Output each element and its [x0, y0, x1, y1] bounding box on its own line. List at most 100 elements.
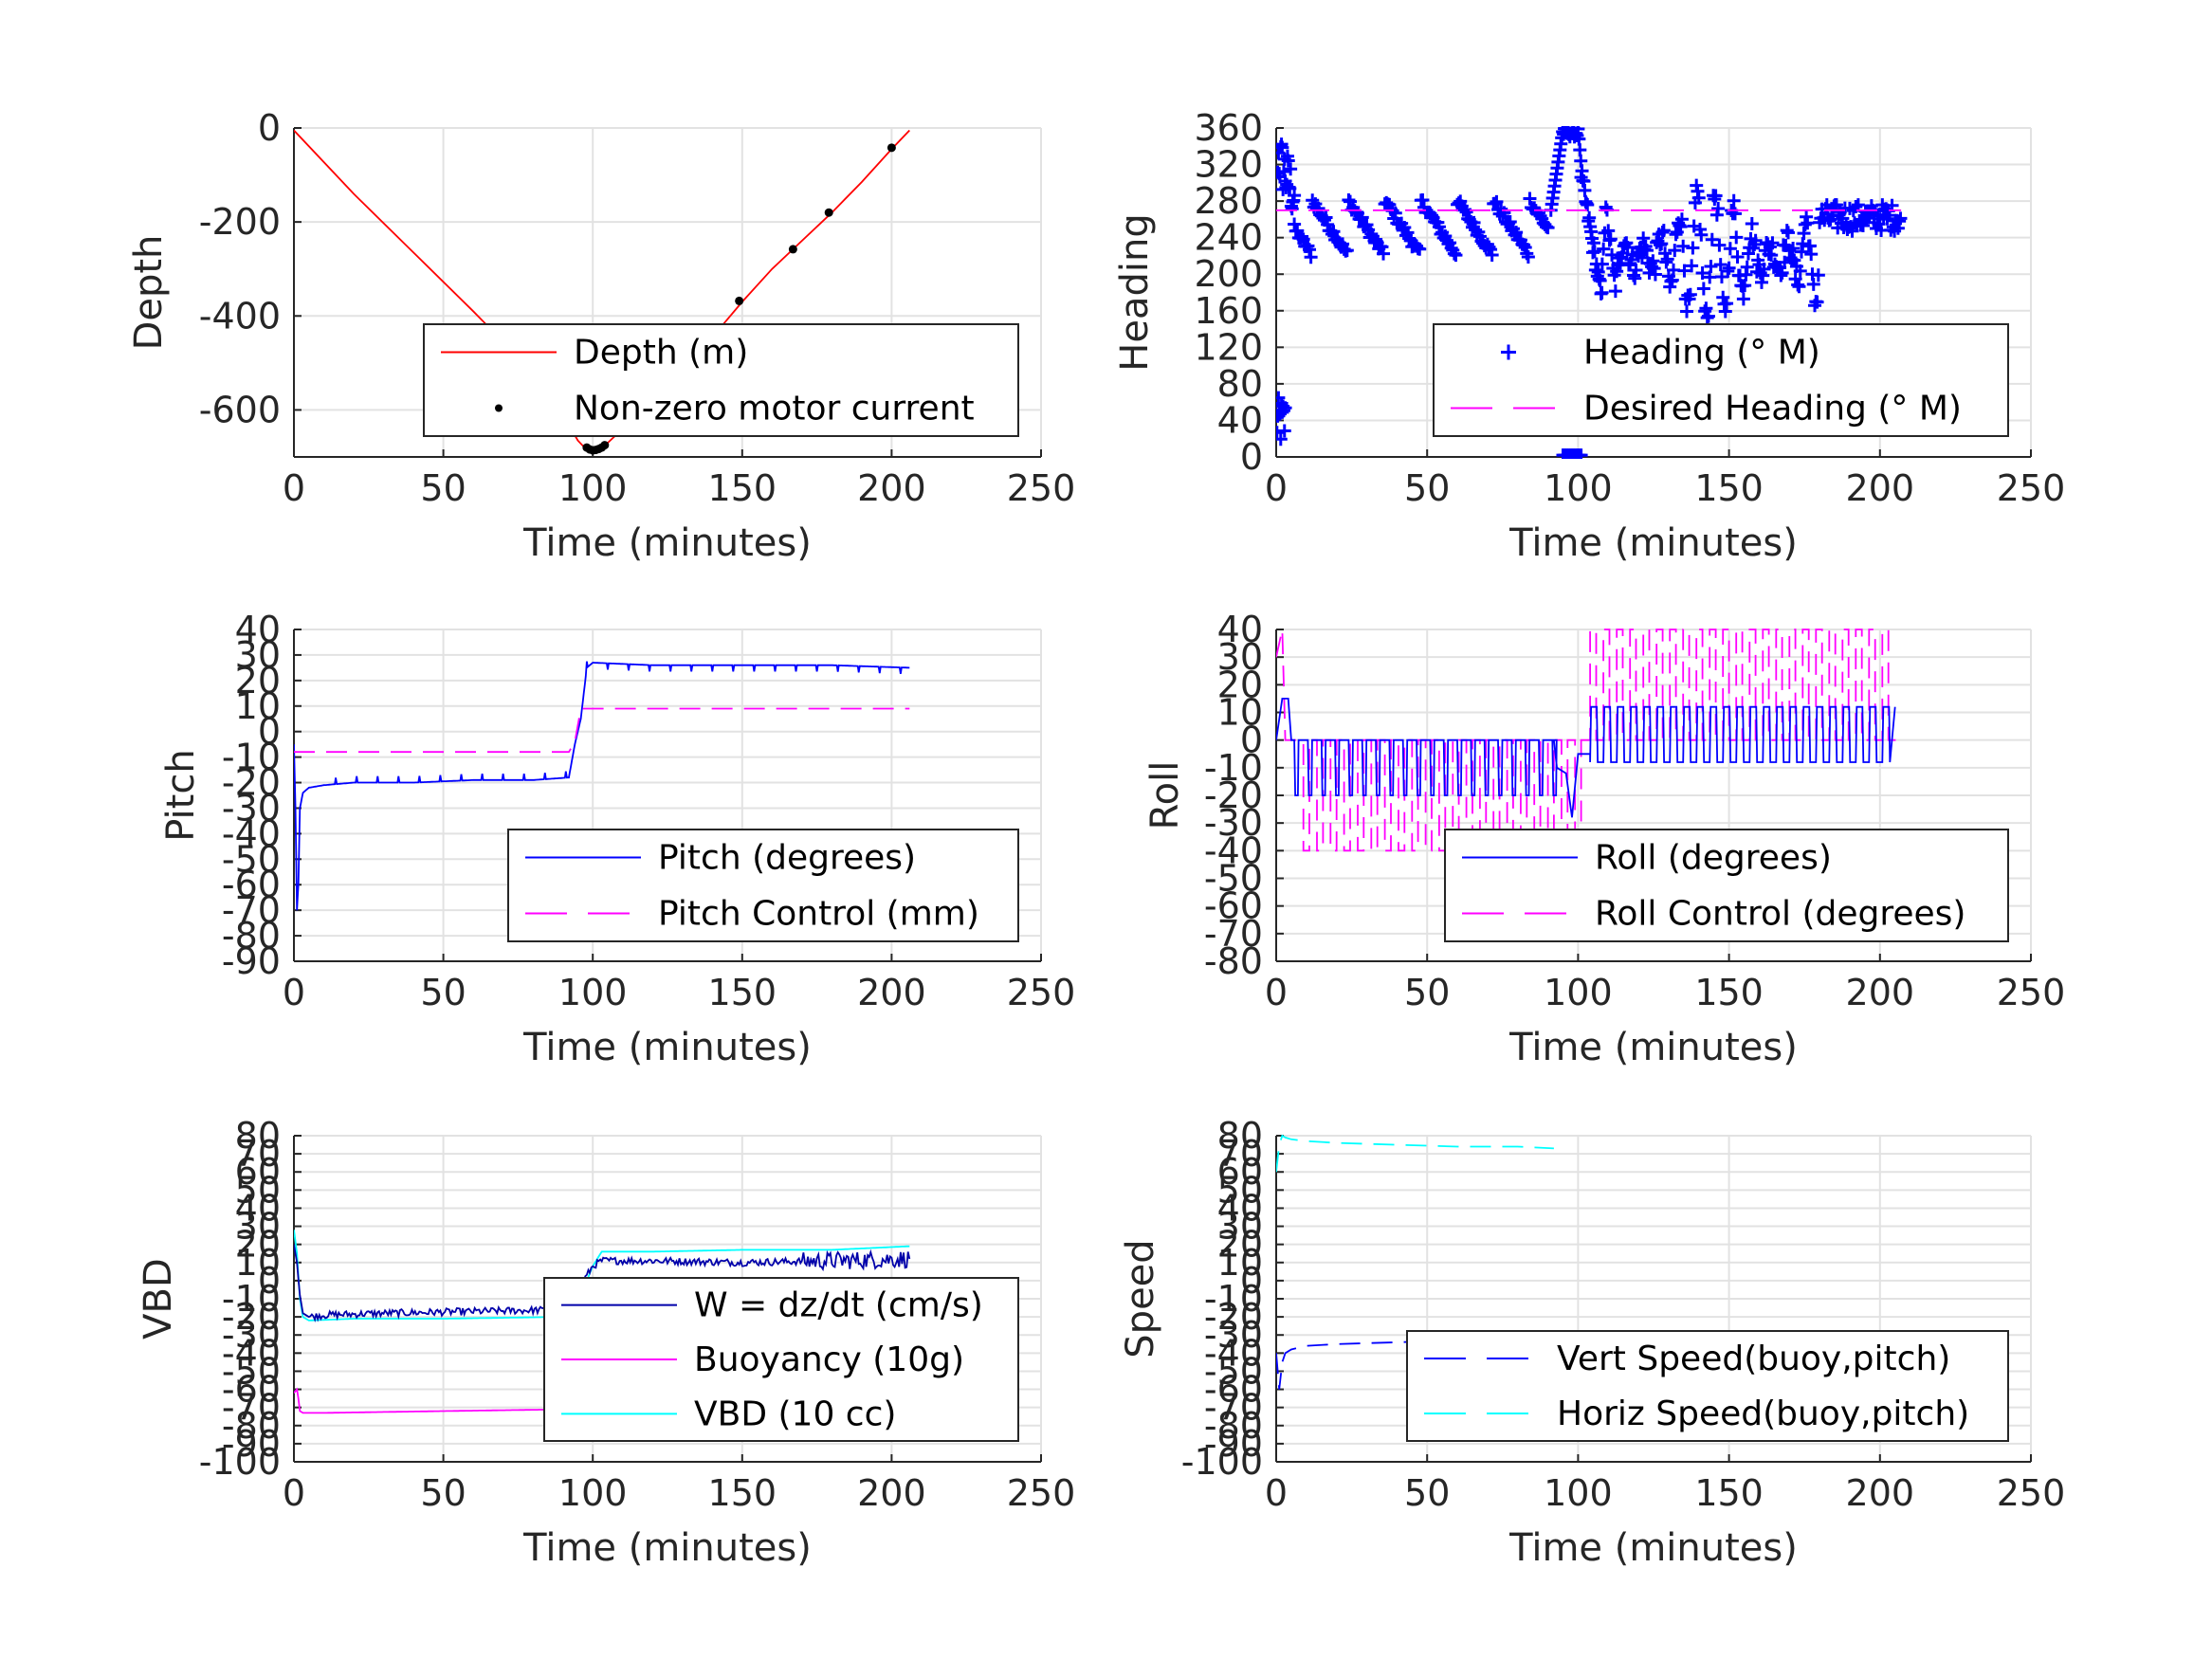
- legend-label: Vert Speed(buoy,pitch): [1557, 1340, 1950, 1378]
- heading-marker: [1775, 265, 1789, 280]
- x-tick-label: 200: [857, 972, 926, 1013]
- x-tick-label: 100: [558, 1472, 628, 1514]
- y-tick-label: -10: [1204, 747, 1263, 789]
- y-tick-label: -70: [222, 889, 281, 931]
- legend-label: Roll Control (degrees): [1595, 895, 1965, 934]
- heading-marker: [1574, 448, 1588, 459]
- heading-marker: [1701, 309, 1715, 323]
- heading-marker: [1278, 401, 1292, 415]
- x-tick-label: 50: [1404, 1472, 1450, 1514]
- y-tick-label: -30: [1204, 1314, 1263, 1356]
- legend-label: Horiz Speed(buoy,pitch): [1557, 1395, 1969, 1433]
- x-tick-label: 50: [420, 972, 466, 1013]
- legend-marker: [495, 404, 503, 412]
- heading-marker: [1288, 217, 1302, 231]
- legend: W = dz/dt (cm/s) Buoyancy (10g) VBD (10 cc…: [543, 1277, 1019, 1442]
- y-tick-label: 20: [1217, 664, 1263, 705]
- y-tick-label: -10: [222, 737, 281, 778]
- chart-vbd: 0 50 100 150 200 25080706050403020100-10-20-3…: [137, 1115, 1075, 1570]
- heading-marker: [1503, 215, 1517, 229]
- x-tick-label: 0: [1265, 972, 1288, 1013]
- y-tick-label: 0: [1240, 436, 1263, 478]
- y-tick-label: 0: [258, 711, 281, 753]
- heading-marker: [1694, 228, 1709, 242]
- series-pitch-control: [294, 707, 910, 754]
- series-horiz-speed: [1276, 1134, 1554, 1173]
- heading-marker: [1704, 259, 1718, 273]
- heading-marker: [1485, 247, 1499, 262]
- series-w-line: [294, 1244, 911, 1323]
- heading-marker: [1518, 240, 1532, 254]
- heading-marker: [1377, 246, 1391, 261]
- y-tick-label: -60: [222, 864, 281, 905]
- x-tick-label: 50: [420, 1472, 466, 1514]
- y-tick-label: 0: [258, 107, 281, 149]
- legend-box: [1444, 829, 2009, 942]
- y-tick-label: 160: [1194, 290, 1263, 332]
- heading-marker: [1764, 248, 1779, 263]
- heading-marker: [1276, 426, 1284, 440]
- heading-marker: [1748, 233, 1763, 247]
- legend-label: Buoyancy (10g): [694, 1340, 964, 1379]
- x-tick-label: 0: [1265, 1472, 1288, 1514]
- y-tick-label: -80: [222, 915, 281, 957]
- heading-marker: [1629, 263, 1643, 277]
- heading-marker: [1593, 273, 1607, 287]
- plot-area: [294, 1230, 911, 1414]
- plot-area: [1276, 126, 1908, 459]
- heading-marker: [1281, 154, 1295, 168]
- heading-marker: [1388, 206, 1402, 220]
- y-tick-label: -30: [222, 787, 281, 829]
- heading-marker: [1467, 215, 1481, 229]
- heading-marker: [1375, 240, 1389, 254]
- y-tick-label: 0: [1240, 720, 1263, 761]
- y-tick-label: 30: [1217, 1206, 1263, 1248]
- x-tick-label: 0: [283, 1472, 305, 1514]
- heading-marker: [1792, 280, 1806, 294]
- x-tick-label: 200: [1846, 467, 1915, 509]
- motor-current-point: [735, 296, 744, 305]
- y-tick-label: 80: [1217, 1115, 1263, 1157]
- y-tick-label: -40: [1204, 1332, 1263, 1374]
- y-tick-label: -20: [222, 1296, 281, 1338]
- y-tick-label: -50: [222, 838, 281, 880]
- heading-marker: [1276, 432, 1288, 447]
- x-tick-label: 50: [1404, 467, 1450, 509]
- heading-marker: [1793, 264, 1807, 278]
- legend: Pitch (degrees) Pitch Control (mm): [507, 829, 1019, 942]
- chart-depth: 0 50 100 150 200 250 0 -200 -400 -600 Time (minute…: [127, 107, 1075, 565]
- y-tick-label: 200: [1194, 253, 1263, 295]
- y-tick-label: -30: [222, 1314, 281, 1356]
- y-tick-label: -60: [1204, 885, 1263, 927]
- y-tick-label: -50: [222, 1350, 281, 1392]
- x-tick-label: 50: [420, 467, 466, 509]
- y-tick-label: 10: [1217, 692, 1263, 734]
- x-tick-label: 200: [1846, 1472, 1915, 1514]
- y-tick-label: -30: [1204, 802, 1263, 844]
- heading-marker: [1283, 181, 1297, 195]
- series-roll-control: [1276, 629, 1896, 852]
- heading-marker: [1608, 284, 1622, 299]
- y-tick-label: 70: [1217, 1133, 1263, 1175]
- y-tick-label: -70: [1204, 1387, 1263, 1429]
- legend-box: [507, 829, 1019, 942]
- x-tick-label: 150: [708, 467, 777, 509]
- y-axis-label: Roll: [1143, 761, 1187, 830]
- heading-marker: [1509, 226, 1524, 240]
- x-tick-label: 250: [1997, 1472, 2066, 1514]
- y-tick-label: 240: [1194, 217, 1263, 259]
- y-tick-label: -400: [199, 295, 281, 337]
- heading-marker: [1276, 140, 1289, 155]
- motor-current-point: [788, 245, 797, 254]
- x-tick-label: 250: [1997, 972, 2066, 1013]
- motor-current-point: [600, 441, 610, 450]
- heading-marker: [1677, 264, 1691, 278]
- x-tick-label: 100: [558, 972, 628, 1013]
- x-tick-label: 200: [1846, 972, 1915, 1013]
- y-tick-label: -50: [1204, 1350, 1263, 1392]
- heading-marker: [1521, 250, 1535, 264]
- heading-marker: [1720, 297, 1734, 311]
- y-tick-label: -80: [1204, 940, 1263, 982]
- heading-marker: [1523, 191, 1537, 206]
- heading-marker: [1342, 193, 1356, 208]
